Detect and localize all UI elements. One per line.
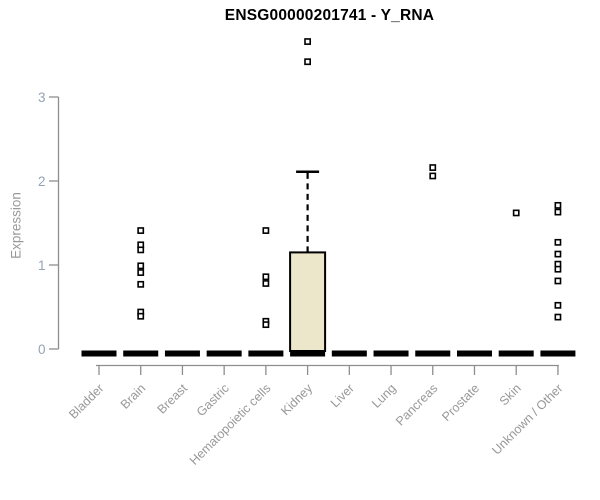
category-label: Hematopoietic cells (187, 381, 274, 468)
chart-title: ENSG00000201741 - Y_RNA (224, 7, 435, 24)
outlier-point (554, 250, 562, 258)
outlier-point (137, 269, 145, 276)
median-bar (290, 350, 326, 357)
box (289, 251, 327, 352)
category-label: Prostate (439, 381, 482, 424)
outlier-point (137, 312, 145, 320)
outlier-point (554, 201, 562, 209)
median-bar (415, 350, 451, 357)
outlier-point (429, 172, 437, 180)
outlier-point (137, 280, 145, 288)
category-label: Breast (155, 381, 191, 417)
outlier-point (262, 321, 270, 329)
outlier-point (137, 246, 145, 254)
category-label: Gastric (194, 381, 232, 419)
median-bar (498, 350, 534, 357)
outlier-point (554, 313, 562, 321)
median-bar (373, 350, 409, 357)
category-label: Kidney (278, 381, 315, 418)
outlier-point (554, 265, 562, 273)
median-bar (456, 350, 492, 357)
outlier-point (554, 208, 562, 216)
outlier-point (554, 301, 562, 309)
median-bar (206, 350, 242, 357)
y-tick-label: 0 (38, 342, 46, 357)
outlier-point (512, 209, 520, 217)
y-tick-label: 3 (38, 90, 46, 105)
outlier-point (304, 58, 311, 66)
median-bar (540, 350, 576, 357)
outlier-point (137, 227, 145, 234)
category-label: Pancreas (393, 381, 440, 428)
outlier-point (554, 238, 562, 246)
category-label: Skin (497, 381, 524, 408)
outlier-point (262, 273, 270, 281)
outlier-point (554, 277, 562, 285)
outlier-point (429, 164, 437, 171)
median-bar (164, 350, 200, 357)
median-bar (331, 350, 367, 357)
y-axis-title: Expression (8, 192, 24, 259)
category-label: Lung (369, 381, 399, 411)
median-bar (81, 350, 117, 357)
outlier-point (262, 280, 270, 287)
outlier-point (304, 38, 311, 45)
y-tick-label: 2 (38, 174, 46, 189)
outlier-point (262, 227, 270, 234)
outlier-point (137, 262, 145, 270)
category-label: Liver (328, 381, 357, 410)
median-bar (248, 350, 284, 357)
category-label: Brain (118, 381, 149, 412)
median-bar (123, 350, 159, 357)
y-tick-label: 1 (38, 258, 46, 273)
category-label: Unknown / Other (489, 381, 565, 457)
category-label: Bladder (66, 381, 106, 421)
